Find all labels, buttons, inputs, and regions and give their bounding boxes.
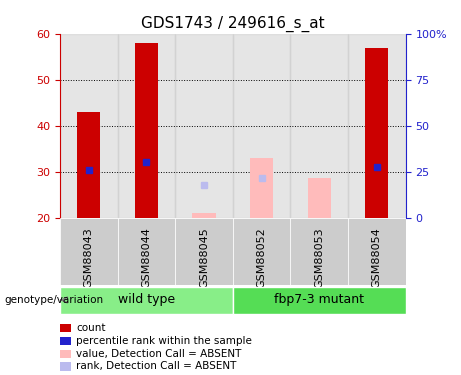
FancyBboxPatch shape <box>60 217 118 285</box>
Text: percentile rank within the sample: percentile rank within the sample <box>76 336 252 346</box>
FancyBboxPatch shape <box>290 217 348 285</box>
Bar <box>77 112 100 218</box>
Text: GSM88045: GSM88045 <box>199 228 209 288</box>
Bar <box>365 48 388 217</box>
Text: count: count <box>76 323 106 333</box>
Bar <box>290 34 348 218</box>
Text: fbp7-3 mutant: fbp7-3 mutant <box>274 294 364 306</box>
Text: GSM88053: GSM88053 <box>314 228 324 288</box>
FancyBboxPatch shape <box>175 217 233 285</box>
FancyBboxPatch shape <box>348 217 406 285</box>
Text: GSM88054: GSM88054 <box>372 228 382 288</box>
Text: wild type: wild type <box>118 294 175 306</box>
Text: GSM88052: GSM88052 <box>257 228 266 288</box>
Bar <box>193 213 216 217</box>
Bar <box>135 43 158 218</box>
Text: rank, Detection Call = ABSENT: rank, Detection Call = ABSENT <box>76 362 236 371</box>
FancyBboxPatch shape <box>118 217 175 285</box>
Bar <box>250 158 273 218</box>
Bar <box>308 178 331 218</box>
Bar <box>60 34 118 218</box>
Bar <box>175 34 233 218</box>
Title: GDS1743 / 249616_s_at: GDS1743 / 249616_s_at <box>141 16 325 32</box>
Bar <box>118 34 175 218</box>
FancyBboxPatch shape <box>60 286 233 314</box>
Text: GSM88043: GSM88043 <box>84 228 94 288</box>
Bar <box>233 34 290 218</box>
Text: genotype/variation: genotype/variation <box>5 295 104 305</box>
FancyBboxPatch shape <box>233 217 290 285</box>
Bar <box>348 34 406 218</box>
Text: GSM88044: GSM88044 <box>142 228 151 288</box>
FancyBboxPatch shape <box>233 286 406 314</box>
Text: value, Detection Call = ABSENT: value, Detection Call = ABSENT <box>76 349 242 358</box>
